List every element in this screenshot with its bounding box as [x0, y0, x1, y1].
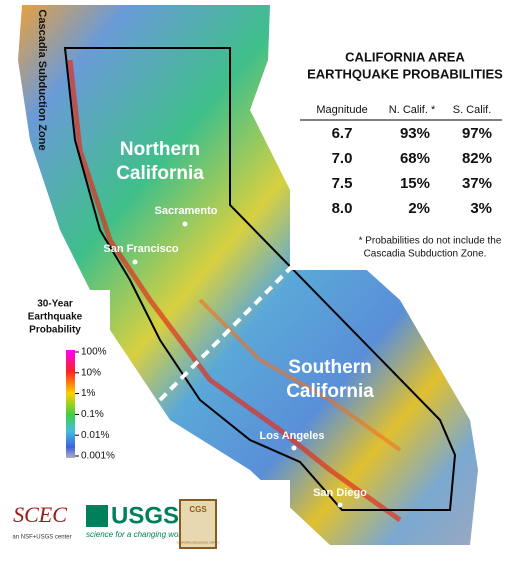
panel-background [290, 38, 512, 270]
table-cell: 7.5 [332, 175, 353, 192]
usgs-mark [86, 505, 108, 527]
city-label: San Diego [313, 487, 367, 499]
legend-tick-label: 0.1% [81, 409, 104, 420]
legend-ticks: 100% 10% 1% 0.1% 0.01% 0.001% [75, 347, 115, 462]
table-cell: 8.0 [332, 200, 353, 217]
legend-title: 30-Year [37, 299, 73, 310]
table-cell: 37% [462, 175, 492, 192]
legend-colorbar [66, 350, 75, 458]
probability-table: Magnitude N. Calif. * S. Calif. 6.7 93% 97% 7.… [300, 104, 502, 217]
table-cell: 2% [408, 200, 430, 217]
city-dot [182, 221, 188, 227]
region-label: California [116, 163, 204, 184]
region-label: Northern [120, 139, 200, 160]
footnote: * Probabilities do not include the [359, 236, 502, 247]
region-label: Southern [288, 357, 371, 378]
footnote: Cascadia Subduction Zone. [364, 249, 487, 260]
table-header: S. Calif. [453, 104, 492, 116]
california-border [63, 47, 457, 511]
panel-title: EARTHQUAKE PROBABILITIES [307, 66, 503, 81]
table-header: N. Calif. * [389, 104, 436, 116]
table-cell: 3% [470, 200, 492, 217]
scec-logo: SCEC [13, 502, 67, 527]
city-dot [291, 445, 297, 451]
logo-background [0, 480, 290, 564]
city-dot [337, 502, 343, 508]
table-cell: 93% [400, 125, 430, 142]
relief-map [18, 5, 478, 545]
usgs-subtitle: science for a changing world [86, 530, 188, 539]
panel-title: CALIFORNIA AREA [345, 49, 465, 64]
city-label: San Francisco [103, 243, 178, 255]
city-label: Sacramento [155, 205, 218, 217]
city-label: Los Angeles [260, 430, 325, 442]
cgs-subtitle: CALIFORNIA GEOLOGICAL SURVEY [177, 542, 220, 545]
legend-tick-label: 100% [81, 347, 107, 358]
table-cell: 15% [400, 175, 430, 192]
scec-subtitle: an NSF+USGS center [12, 535, 71, 541]
legend-tick-label: 0.01% [81, 430, 109, 441]
table-cell: 68% [400, 150, 430, 167]
legend-tick-label: 10% [81, 367, 101, 378]
legend-tick-label: 0.001% [81, 451, 115, 462]
cgs-logo-frame [179, 499, 217, 549]
table-cell: 6.7 [332, 125, 353, 142]
city-dot [132, 259, 138, 265]
legend-tick-label: 1% [81, 388, 96, 399]
legend-title: Probability [29, 325, 81, 336]
usgs-logo: USGS [111, 502, 179, 529]
table-header: Magnitude [316, 104, 367, 116]
table-cell: 97% [462, 125, 492, 142]
legend-title: Earthquake [28, 312, 83, 323]
legend-background [0, 290, 110, 470]
table-cell: 7.0 [332, 150, 353, 167]
table-cell: 82% [462, 150, 492, 167]
region-label: California [286, 381, 374, 402]
cascadia-label: Cascadia Subduction Zone [36, 9, 48, 150]
cgs-logo: CGS [189, 505, 207, 514]
fault-zone [67, 59, 402, 523]
